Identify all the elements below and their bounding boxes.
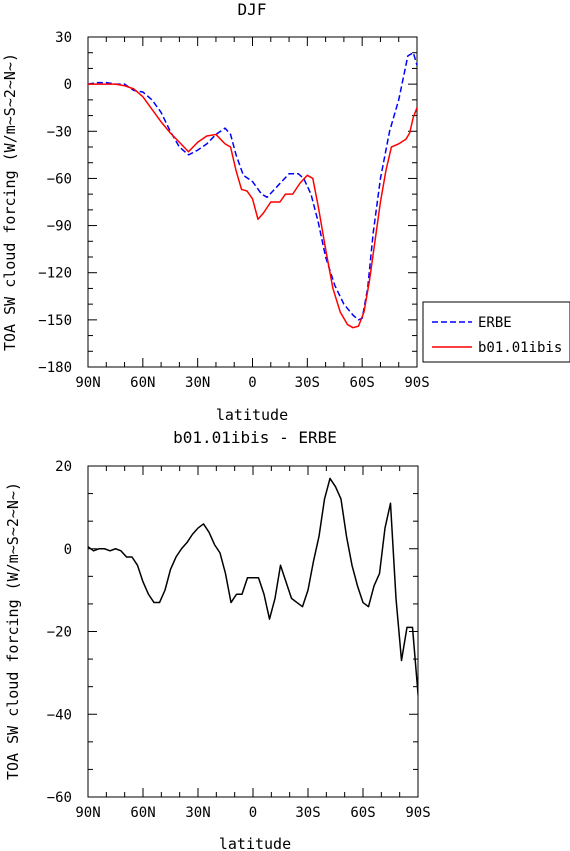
- legend-label-model: b01.01ibis: [478, 340, 562, 356]
- bottom-series-line-0: [88, 477, 418, 705]
- bottom-x-tick-label: 60N: [130, 805, 155, 821]
- top-x-tick-label: 30N: [185, 375, 210, 391]
- top-x-tick-label: 30S: [295, 375, 320, 391]
- top-ticks: 90N 60N 30N 0 30S 60S 90S 30 0 −30 −60 −90 −120 −150 −…: [38, 30, 429, 391]
- top-chart-title: DJF: [238, 0, 267, 19]
- bottom-chart-title: b01.01ibis - ERBE: [173, 428, 337, 447]
- bottom-x-tick-label: 90N: [75, 805, 100, 821]
- bottom-x-tick-label: 0: [249, 805, 257, 821]
- bottom-series-lines: [88, 477, 418, 705]
- bottom-y-axis-label: TOA SW cloud forcing (W/m~S~2~N~): [4, 482, 22, 780]
- top-x-tick-label: 60S: [350, 375, 375, 391]
- bottom-plot-frame: [87, 465, 419, 798]
- legend: ERBE b01.01ibis: [422, 301, 570, 363]
- top-series-line-b01-01ibis: [88, 83, 417, 329]
- top-plot-frame: [87, 36, 418, 368]
- bottom-x-tick-label: 60S: [350, 805, 375, 821]
- bottom-x-tick-label: 90S: [405, 805, 430, 821]
- top-y-tick-label: −30: [47, 124, 72, 140]
- bottom-y-tick-label: −20: [47, 625, 72, 641]
- bottom-panel: b01.01ibis - ERBE 90N 60N 30N 0 30S 60S 90S 20 0…: [4, 428, 431, 851]
- top-y-tick-label: −90: [47, 219, 72, 235]
- bottom-x-tick-label: 30N: [185, 805, 210, 821]
- legend-box: [422, 301, 570, 363]
- top-x-tick-label: 0: [248, 375, 256, 391]
- top-x-tick-label: 90S: [404, 375, 429, 391]
- bottom-x-axis-label: latitude: [219, 835, 291, 851]
- legend-label-erbe: ERBE: [478, 315, 512, 331]
- top-series-line-erbe: [88, 51, 417, 321]
- top-y-tick-label: −120: [38, 266, 72, 282]
- bottom-y-tick-label: 20: [55, 459, 72, 475]
- top-x-tick-label: 90N: [75, 375, 100, 391]
- top-y-tick-label: −180: [38, 360, 72, 376]
- top-x-tick-label: 60N: [130, 375, 155, 391]
- bottom-x-tick-label: 30S: [295, 805, 320, 821]
- top-y-tick-label: −60: [47, 171, 72, 187]
- bottom-y-tick-label: 0: [64, 542, 72, 558]
- bottom-y-tick-label: −60: [47, 790, 72, 806]
- top-series-lines: [88, 51, 417, 329]
- bottom-ticks: 90N 60N 30N 0 30S 60S 90S 20 0 −20 −40 −60: [47, 459, 431, 821]
- top-y-axis-label: TOA SW cloud forcing (W/m~S~2~N~): [1, 53, 19, 351]
- top-y-tick-label: −150: [38, 313, 72, 329]
- bottom-y-tick-label: −40: [47, 707, 72, 723]
- top-y-tick-label: 30: [55, 30, 72, 46]
- top-y-tick-label: 0: [64, 77, 72, 93]
- top-panel: DJF 90N 60N 30N 0 30S 60S 90S 30 0 −30 −60 −90 −120 −…: [1, 0, 430, 424]
- top-x-axis-label: latitude: [216, 406, 288, 424]
